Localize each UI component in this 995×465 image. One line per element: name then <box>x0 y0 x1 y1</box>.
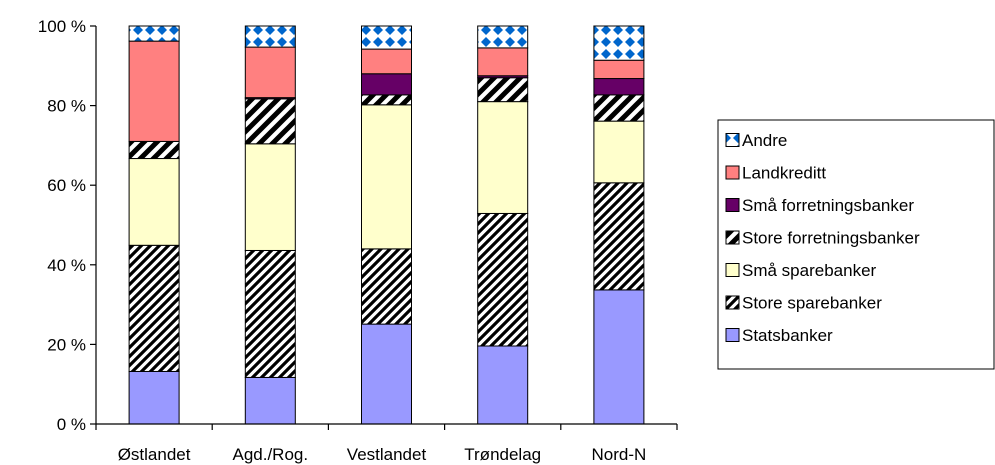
legend-swatch <box>725 328 740 342</box>
x-tick-label-ostlandet: Østlandet <box>118 445 191 464</box>
bar-store-sparebanker-trondelag <box>477 212 529 347</box>
legend-swatch <box>725 133 740 147</box>
bar-store-sparebanker-nord-n <box>593 182 645 291</box>
legend-item-statsbanker: Statsbanker <box>725 326 833 345</box>
legend-item-andre: Andre <box>725 131 787 150</box>
legend-label: Store sparebanker <box>742 294 882 313</box>
legend: Andre Landkreditt Små forretningsbanker Sto… <box>717 119 995 370</box>
x-tick-label-vestlandet: Vestlandet <box>347 445 427 464</box>
y-tick-label: 80 % <box>47 97 86 116</box>
bar-store-sparebanker-vestlandet <box>361 248 412 325</box>
bar-statsbanker-nord-n <box>593 289 645 425</box>
legend-item-sma-sparebanker: Små sparebanker <box>725 261 877 280</box>
bar-landkreditt-agd-rog <box>244 46 296 99</box>
bar-statsbanker-vestlandet <box>361 323 412 425</box>
legend-item-store-sparebanker: Store sparebanker <box>725 294 882 313</box>
y-axis: 0 % 20 % 40 % 60 % 80 % 100 % <box>38 17 97 434</box>
x-tick-label-agd-rog: Agd./Rog. <box>232 445 308 464</box>
bar-stack-ostlandet <box>128 25 180 425</box>
y-tick-label: 40 % <box>47 256 86 275</box>
y-tick-label: 20 % <box>47 335 86 354</box>
bar-landkreditt-nord-n <box>593 59 645 80</box>
legend-label: Statsbanker <box>742 326 833 345</box>
bar-statsbanker-trondelag <box>477 345 529 425</box>
bar-sma-sparebanker-trondelag <box>477 101 529 214</box>
legend-label: Andre <box>742 131 787 150</box>
y-tick-label: 60 % <box>47 176 86 195</box>
bar-store-forretningsbanker-nord-n <box>593 94 645 122</box>
bar-andre-trondelag <box>477 25 529 49</box>
legend-swatch <box>725 295 740 310</box>
legend-item-landkreditt: Landkreditt <box>725 164 826 183</box>
legend-swatch <box>725 198 740 212</box>
bar-sma-sparebanker-nord-n <box>593 120 645 184</box>
bar-andre-nord-n <box>593 25 645 61</box>
bar-sma-forretningsbanker-nord-n <box>593 78 645 96</box>
plot-area <box>128 25 645 425</box>
legend-swatch <box>725 165 740 180</box>
legend-label: Små sparebanker <box>742 261 877 280</box>
y-tick-label: 0 % <box>57 415 86 434</box>
legend-item-sma-forretningsbanker: Små forretningsbanker <box>725 196 914 215</box>
legend-item-store-forretningsbanker: Store forretningsbanker <box>725 229 920 248</box>
bar-store-forretningsbanker-agd-rog <box>244 98 296 145</box>
bar-sma-forretningsbanker-vestlandet <box>361 73 412 96</box>
bar-store-forretningsbanker-trondelag <box>477 77 529 103</box>
legend-box <box>717 119 995 370</box>
bar-store-sparebanker-agd-rog <box>244 249 296 378</box>
bar-stack-agd-rog <box>244 25 296 425</box>
bar-sma-sparebanker-vestlandet <box>361 104 412 250</box>
bar-landkreditt-vestlandet <box>361 48 412 75</box>
bar-stack-trondelag <box>477 25 529 425</box>
bar-store-forretningsbanker-vestlandet <box>361 94 412 106</box>
legend-swatch <box>725 230 740 245</box>
bar-sma-sparebanker-ostlandet <box>128 158 180 246</box>
bar-andre-agd-rog <box>244 25 296 48</box>
bar-stack-vestlandet <box>361 25 412 425</box>
bar-statsbanker-ostlandet <box>128 370 180 425</box>
x-tick-label-nord-n: Nord-N <box>592 445 647 464</box>
bar-landkreditt-ostlandet <box>128 40 180 142</box>
legend-label: Store forretningsbanker <box>742 229 920 248</box>
bar-statsbanker-agd-rog <box>244 376 296 425</box>
legend-swatch <box>725 263 740 277</box>
bar-andre-vestlandet <box>361 25 412 50</box>
x-tick-label-trondelag: Trøndelag <box>464 445 541 464</box>
bar-andre-ostlandet <box>128 25 180 42</box>
bar-store-forretningsbanker-ostlandet <box>128 140 180 160</box>
legend-label: Små forretningsbanker <box>742 196 914 215</box>
bar-sma-sparebanker-agd-rog <box>244 143 296 251</box>
bar-store-sparebanker-ostlandet <box>128 244 180 372</box>
bar-landkreditt-trondelag <box>477 47 529 77</box>
y-tick-label: 100 % <box>38 17 86 36</box>
bar-stack-nord-n <box>593 25 645 425</box>
legend-label: Landkreditt <box>742 164 826 183</box>
x-axis: Østlandet Agd./Rog. Vestlandet Trøndelag Nor… <box>95 423 678 464</box>
